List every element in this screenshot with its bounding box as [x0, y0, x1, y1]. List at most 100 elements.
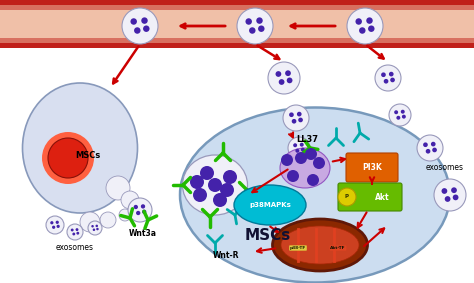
- Circle shape: [246, 18, 252, 25]
- Circle shape: [434, 179, 466, 211]
- Circle shape: [134, 205, 138, 209]
- Circle shape: [287, 170, 299, 182]
- Circle shape: [307, 174, 319, 186]
- Text: p38MAPKs: p38MAPKs: [249, 202, 291, 208]
- Circle shape: [288, 137, 310, 159]
- Circle shape: [100, 212, 116, 228]
- Circle shape: [128, 198, 152, 222]
- Circle shape: [451, 187, 457, 193]
- Circle shape: [389, 72, 393, 76]
- Circle shape: [142, 210, 146, 214]
- Circle shape: [96, 228, 99, 230]
- Ellipse shape: [281, 226, 359, 264]
- Circle shape: [453, 194, 458, 200]
- Circle shape: [48, 138, 88, 178]
- Circle shape: [356, 18, 362, 25]
- Text: p38-TF: p38-TF: [290, 246, 306, 250]
- Circle shape: [256, 17, 263, 24]
- Circle shape: [91, 225, 94, 228]
- Circle shape: [134, 27, 140, 34]
- Circle shape: [258, 25, 264, 32]
- Circle shape: [193, 188, 207, 202]
- Circle shape: [347, 8, 383, 44]
- Text: Akt: Akt: [374, 192, 389, 201]
- Circle shape: [56, 225, 60, 228]
- Circle shape: [295, 152, 307, 164]
- Circle shape: [50, 221, 54, 224]
- Circle shape: [75, 228, 78, 231]
- Circle shape: [52, 226, 55, 229]
- Circle shape: [390, 78, 395, 82]
- Ellipse shape: [182, 155, 247, 215]
- Circle shape: [106, 176, 130, 200]
- Circle shape: [384, 79, 388, 83]
- Circle shape: [381, 72, 386, 77]
- Circle shape: [281, 154, 293, 166]
- Circle shape: [401, 110, 405, 114]
- Text: Akt-TF: Akt-TF: [330, 246, 346, 250]
- FancyBboxPatch shape: [346, 153, 398, 182]
- Text: exosomes: exosomes: [56, 243, 94, 252]
- Circle shape: [119, 209, 131, 221]
- Bar: [0, 10, 474, 38]
- Ellipse shape: [234, 185, 306, 225]
- Text: Wnt3a: Wnt3a: [129, 228, 157, 237]
- Circle shape: [208, 178, 222, 192]
- Circle shape: [289, 112, 294, 117]
- Circle shape: [431, 142, 436, 146]
- Circle shape: [46, 216, 64, 234]
- Circle shape: [76, 232, 79, 235]
- FancyBboxPatch shape: [338, 183, 402, 211]
- Circle shape: [130, 18, 137, 25]
- Circle shape: [402, 115, 406, 119]
- Circle shape: [359, 27, 365, 34]
- Circle shape: [423, 142, 428, 147]
- Circle shape: [71, 229, 73, 231]
- Circle shape: [366, 17, 373, 24]
- Text: LL37: LL37: [296, 136, 318, 145]
- Circle shape: [292, 119, 296, 124]
- Circle shape: [73, 233, 75, 235]
- Circle shape: [190, 175, 204, 189]
- Circle shape: [313, 157, 325, 169]
- Circle shape: [213, 193, 227, 207]
- Circle shape: [287, 78, 292, 83]
- Circle shape: [417, 135, 443, 161]
- Text: exosomes: exosomes: [426, 164, 464, 173]
- Circle shape: [295, 149, 299, 153]
- Bar: [0, 5, 474, 43]
- Circle shape: [55, 221, 59, 224]
- Circle shape: [432, 148, 437, 152]
- Circle shape: [220, 183, 234, 197]
- Circle shape: [394, 110, 398, 114]
- Circle shape: [237, 8, 273, 44]
- Circle shape: [93, 228, 95, 231]
- Circle shape: [293, 143, 297, 147]
- Circle shape: [121, 191, 139, 209]
- Circle shape: [122, 8, 158, 44]
- Circle shape: [396, 116, 401, 120]
- Circle shape: [143, 25, 149, 32]
- Circle shape: [133, 203, 147, 217]
- Circle shape: [141, 17, 148, 24]
- Circle shape: [300, 143, 304, 147]
- Circle shape: [283, 105, 309, 131]
- Circle shape: [305, 148, 317, 160]
- Ellipse shape: [22, 83, 137, 213]
- Circle shape: [141, 204, 145, 209]
- Circle shape: [338, 188, 356, 206]
- Text: PI3K: PI3K: [362, 162, 382, 171]
- Circle shape: [249, 27, 255, 34]
- Circle shape: [88, 221, 102, 235]
- Circle shape: [298, 118, 303, 122]
- Circle shape: [200, 166, 214, 180]
- Circle shape: [389, 104, 411, 126]
- Circle shape: [445, 196, 450, 202]
- Circle shape: [80, 212, 100, 232]
- Circle shape: [275, 71, 281, 77]
- Ellipse shape: [280, 148, 330, 188]
- Text: Wnt-R: Wnt-R: [213, 250, 239, 260]
- Circle shape: [268, 62, 300, 94]
- Circle shape: [285, 70, 291, 76]
- Circle shape: [279, 79, 284, 85]
